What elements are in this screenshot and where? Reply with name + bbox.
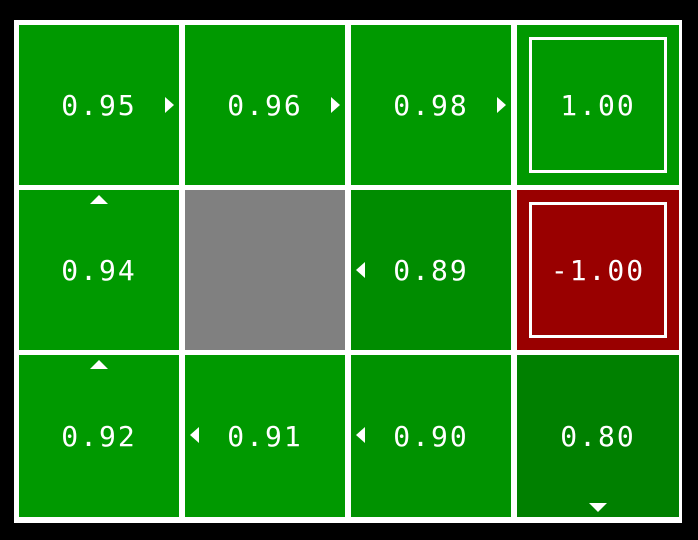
terminal-cell: -1.00 [517, 190, 679, 350]
state-cell: 0.90 [351, 355, 511, 517]
state-value: 0.80 [560, 419, 636, 453]
terminal-frame [529, 37, 667, 173]
policy-arrow-right-icon [331, 97, 340, 113]
state-cell: 0.91 [185, 355, 345, 517]
wall-cell [185, 190, 345, 350]
policy-arrow-down-icon [589, 503, 607, 512]
state-value: 0.91 [227, 419, 303, 453]
policy-arrow-right-icon [497, 97, 506, 113]
state-value: 0.95 [61, 88, 137, 122]
state-value: 0.90 [393, 419, 469, 453]
policy-arrow-right-icon [165, 97, 174, 113]
state-value: 0.96 [227, 88, 303, 122]
state-cell: 0.80 [517, 355, 679, 517]
state-value: 0.94 [61, 253, 137, 287]
state-cell: 0.94 [19, 190, 179, 350]
policy-arrow-left-icon [356, 427, 365, 443]
state-value: 0.98 [393, 88, 469, 122]
state-value: -1.00 [550, 253, 646, 287]
gridworld-board: 0.95 0.96 0.98 1.00 0.94 0.89 -1.00 0.92 0.91 0.9… [14, 20, 682, 523]
state-cell: 0.98 [351, 25, 511, 185]
policy-arrow-left-icon [190, 427, 199, 443]
policy-arrow-up-icon [90, 360, 108, 369]
terminal-frame [529, 202, 667, 338]
policy-arrow-up-icon [90, 195, 108, 204]
state-cell: 0.96 [185, 25, 345, 185]
state-cell: 0.89 [351, 190, 511, 350]
state-cell: 0.92 [19, 355, 179, 517]
state-cell: 0.95 [19, 25, 179, 185]
state-value: 1.00 [560, 88, 636, 122]
policy-arrow-left-icon [356, 262, 365, 278]
state-value: 0.92 [61, 419, 137, 453]
state-value: 0.89 [393, 253, 469, 287]
terminal-cell: 1.00 [517, 25, 679, 185]
